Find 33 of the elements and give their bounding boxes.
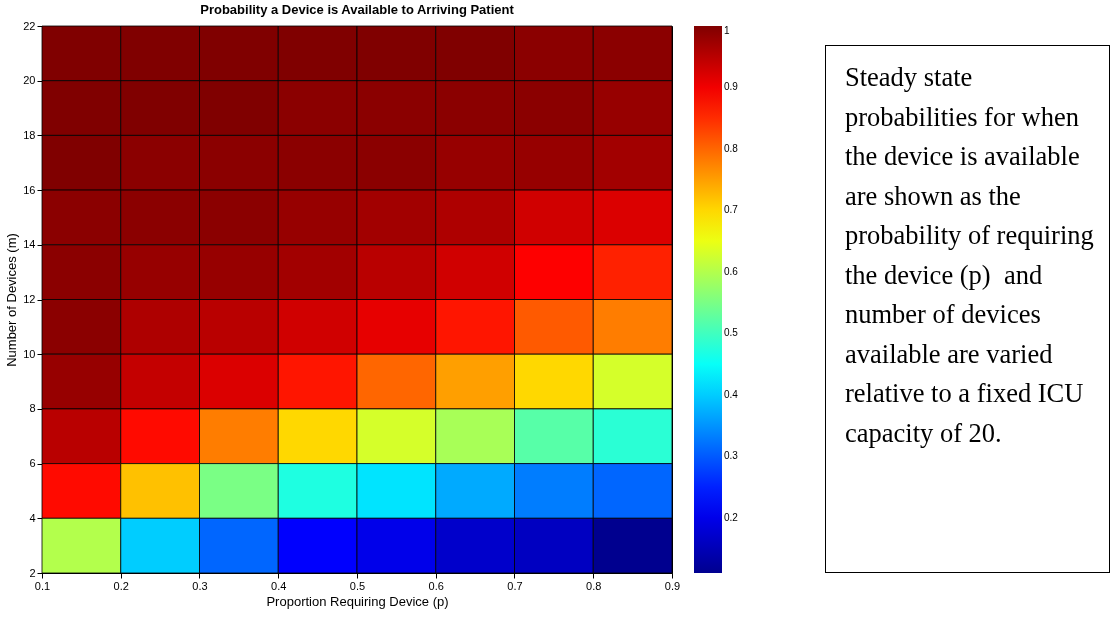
text: Steady state probabilities for when the device is available are shown as the probability of requiring the device (p) and number of devices available are varied relative to a fixed ICU capacity of 20.	[845, 62, 1094, 448]
x-tick-label: 0.2	[113, 579, 129, 592]
y-tick-label: 2	[29, 566, 36, 579]
y-axis-title: Number of Devices (m)	[4, 233, 20, 367]
y-tick-label: 6	[29, 457, 36, 470]
x-tick-label: 0.9	[664, 579, 681, 592]
color-bar-label: 0.3	[724, 450, 739, 462]
y-tick-label: 8	[29, 402, 36, 415]
y-tick-label: 10	[23, 347, 36, 360]
color-bar-label: 0.9	[724, 81, 739, 93]
y-tick-label: 20	[23, 74, 36, 87]
y-tick-label: 14	[23, 238, 36, 251]
color-bar-label: 0.5	[724, 327, 739, 339]
x-tick-label: 0.4	[271, 579, 287, 592]
x-tick-label: 0.1	[34, 579, 51, 592]
x-tick-label: 0.6	[428, 579, 444, 592]
y-tick-label: 18	[23, 128, 36, 141]
color-bar-label: 0.6	[724, 265, 739, 277]
y-tick-label: 16	[23, 183, 36, 196]
x-tick-label: 0.3	[192, 579, 208, 592]
color-bar-label: 1	[724, 25, 730, 36]
y-tick-label: 12	[23, 293, 36, 305]
color-bar-label: 0.8	[724, 142, 739, 154]
color-bar-label: 0.7	[724, 204, 739, 216]
y-tick-label: 4	[29, 511, 36, 524]
chart-title: Probability a Device is Available to Arriving Patient	[200, 2, 515, 17]
color-bar-label: 0.4	[724, 388, 739, 400]
x-tick-label: 0.8	[586, 579, 602, 592]
x-tick-label: 0.7	[507, 579, 523, 592]
x-tick-label: 0.5	[349, 579, 366, 592]
color-bar-label: 0.2	[724, 511, 739, 523]
y-tick-label: 22	[23, 19, 36, 32]
x-axis-title: Proportion Requiring Device (p)	[266, 593, 449, 609]
